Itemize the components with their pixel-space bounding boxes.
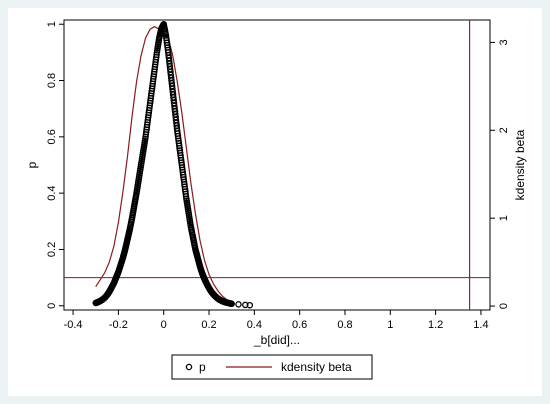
x-tick-label: 0.4 (247, 319, 262, 331)
y2-tick-label: 3 (498, 39, 510, 45)
x-tick-label: 0.8 (337, 319, 352, 331)
p-point (242, 301, 249, 309)
legend-label-p: p (199, 360, 206, 374)
y-axis-left: 0 0.2 0.4 0.6 0.8 1 (46, 21, 64, 309)
p-point (228, 300, 235, 308)
y-axis-title-left: p (25, 161, 39, 168)
y-axis-right: 0 1 2 3 (490, 39, 510, 309)
x-tick-label: 0.6 (292, 319, 307, 331)
y2-tick-label: 0 (498, 303, 510, 309)
y-axis-title-right: kdensity beta (513, 129, 527, 200)
x-tick-label: -0.2 (109, 319, 128, 331)
y-tick-label: 0.2 (46, 242, 58, 257)
legend-label-kdensity: kdensity beta (281, 360, 352, 374)
x-tick-label: 0 (161, 319, 167, 331)
y-tick-label: 0.4 (46, 186, 58, 201)
p-point (246, 301, 254, 309)
p-point (235, 301, 242, 308)
y-tick-label: 0.8 (46, 73, 58, 88)
plot-area (63, 19, 491, 311)
x-tick-label: 1.2 (428, 319, 443, 331)
legend-marker-p (185, 363, 193, 371)
points-layer (92, 20, 254, 309)
p-point (153, 51, 160, 59)
x-tick-label: 1.4 (473, 319, 488, 331)
x-tick-label: 0.2 (201, 319, 216, 331)
y2-tick-label: 2 (498, 127, 510, 133)
y2-tick-label: 1 (498, 215, 510, 221)
y-tick-label: 0 (46, 303, 58, 309)
x-axis-title: _b[did]... (253, 333, 300, 347)
p-point (182, 193, 190, 200)
x-axis: -0.4 -0.2 0 0.2 0.4 0.6 0.8 1 1.2 1.4 (64, 310, 489, 331)
legend: p kdensity beta (171, 354, 373, 380)
y-tick-label: 1 (46, 21, 58, 27)
x-tick-label: 1 (387, 319, 393, 331)
y-tick-label: 0.6 (46, 129, 58, 144)
x-tick-label: -0.4 (64, 319, 83, 331)
reference-lines (64, 20, 490, 310)
